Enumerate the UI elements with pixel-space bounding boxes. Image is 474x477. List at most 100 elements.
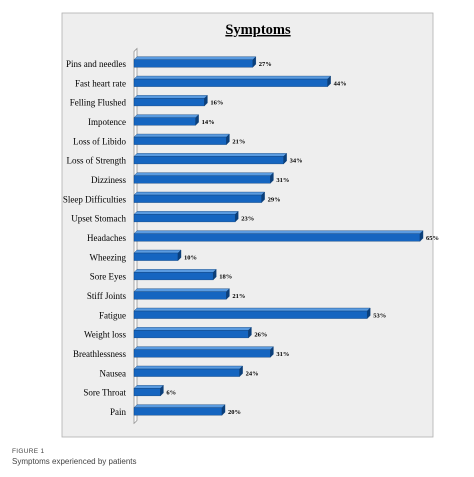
value-label-fatigue: 53%: [373, 312, 386, 319]
bar-top-face: [133, 191, 266, 196]
bar-front-face: [133, 98, 205, 107]
bar-front-face: [133, 330, 249, 339]
category-label-breathlessness: Breathlessness: [73, 349, 126, 359]
bar-front-face: [133, 156, 284, 165]
value-label-nausea: 24%: [246, 370, 259, 377]
value-label-sleep-difficulties: 29%: [268, 196, 281, 203]
bar-front-face: [133, 272, 214, 281]
bar-end-face: [327, 75, 331, 88]
bar-end-face: [367, 307, 371, 320]
bar-sore-eyes: [133, 268, 217, 281]
bar-end-face: [270, 172, 274, 184]
bar-front-face: [133, 233, 421, 242]
bar-front-face: [133, 310, 368, 319]
bar-end-face: [239, 365, 243, 378]
bar-felling-flushed: [133, 94, 208, 107]
bar-top-face: [133, 288, 230, 292]
value-label-upset-stomach: 23%: [241, 216, 254, 223]
bar-pins-and-needles: [133, 56, 257, 68]
value-label-impotence: 14%: [202, 119, 215, 126]
bar-pain: [133, 404, 226, 416]
category-labels: Pins and needles Fast heart rate Felling F…: [63, 59, 127, 417]
bar-top-face: [133, 365, 244, 370]
category-label-loss-of-strength: Loss of Strength: [67, 156, 127, 166]
bar-end-face: [221, 404, 226, 416]
bar-upset-stomach: [133, 210, 239, 223]
category-label-fast-heart-rate: Fast heart rate: [75, 78, 126, 88]
category-label-stiff-joints: Stiff Joints: [87, 291, 127, 301]
category-label-pain: Pain: [110, 407, 127, 417]
bar-front-face: [133, 136, 227, 145]
value-label-pins-and-needles: 27%: [259, 61, 272, 68]
bar-top-face: [133, 269, 217, 273]
bar-top-face: [133, 346, 274, 350]
bar-top-face: [133, 249, 182, 254]
bar-top-face: [133, 133, 230, 138]
bar-end-face: [270, 346, 274, 358]
value-labels: 27% 44% 16% 14% 21% 34% 31% 29% 23% 65% 10% 18% 21% 5…: [166, 61, 439, 416]
category-label-upset-stomach: Upset Stomach: [71, 214, 126, 224]
bar-headaches: [133, 230, 424, 242]
category-label-sore-throat: Sore Throat: [83, 388, 126, 398]
category-label-wheezing: Wheezing: [90, 252, 127, 262]
bar-front-face: [133, 291, 227, 300]
bar-top-face: [133, 56, 257, 60]
bar-front-face: [133, 388, 161, 397]
value-label-sore-throat: 6%: [166, 390, 176, 397]
bar-end-face: [195, 114, 199, 126]
bar-end-face: [419, 230, 424, 242]
bar-fatigue: [133, 307, 371, 320]
bar-front-face: [133, 252, 179, 261]
bar-end-face: [234, 210, 239, 223]
bar-top-face: [133, 327, 252, 331]
category-label-headaches: Headaches: [87, 233, 126, 243]
bar-impotence: [133, 114, 200, 126]
bar-front-face: [133, 194, 262, 203]
bar-wheezing: [133, 249, 182, 262]
bar-front-face: [133, 175, 271, 184]
bar-loss-of-strength: [133, 152, 288, 165]
category-label-fatigue: Fatigue: [99, 310, 126, 320]
value-label-sore-eyes: 18%: [219, 274, 232, 281]
bar-top-face: [133, 230, 424, 234]
bar-end-face: [160, 384, 164, 397]
value-label-weight-loss: 26%: [254, 332, 267, 339]
category-label-sleep-difficulties: Sleep Difficulties: [63, 194, 127, 204]
value-label-loss-of-libido: 21%: [232, 138, 245, 145]
bar-end-face: [252, 56, 257, 68]
bar-front-face: [133, 349, 271, 358]
value-label-pain: 20%: [228, 409, 241, 416]
bar-end-face: [261, 191, 265, 204]
category-label-loss-of-libido: Loss of Libido: [73, 136, 126, 146]
bar-front-face: [133, 78, 328, 87]
value-label-dizziness: 31%: [276, 177, 289, 184]
bar-top-face: [133, 307, 371, 312]
bar-top-face: [133, 211, 239, 215]
figure-label: FIGURE 1: [12, 448, 45, 455]
bar-end-face: [226, 133, 230, 146]
bar-end-face: [204, 94, 208, 107]
category-label-nausea: Nausea: [100, 368, 127, 378]
value-label-headaches: 65%: [426, 235, 439, 242]
category-label-felling-flushed: Felling Flushed: [70, 98, 127, 108]
bar-top-face: [133, 114, 200, 118]
bar-dizziness: [133, 172, 274, 184]
bar-breathlessness: [133, 346, 274, 358]
bar-sore-throat: [133, 384, 164, 397]
bar-top-face: [133, 153, 288, 157]
bar-top-face: [133, 385, 164, 389]
bar-front-face: [133, 59, 254, 68]
bar-top-face: [133, 75, 332, 80]
bar-weight-loss: [133, 326, 252, 339]
bar-front-face: [133, 368, 240, 377]
bar-end-face: [177, 249, 182, 262]
category-label-weight-loss: Weight loss: [84, 330, 127, 340]
bar-sleep-difficulties: [133, 191, 266, 204]
bar-end-face: [248, 326, 252, 339]
value-label-stiff-joints: 21%: [232, 293, 245, 300]
value-label-fast-heart-rate: 44%: [334, 80, 347, 87]
chart-title: Symptoms: [225, 22, 291, 38]
bar-front-face: [133, 117, 196, 126]
category-label-pins-and-needles: Pins and needles: [66, 59, 126, 69]
